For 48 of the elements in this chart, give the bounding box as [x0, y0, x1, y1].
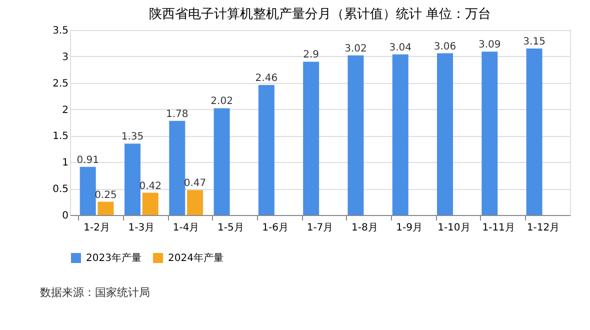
x-tick-label: 1-9月: [396, 222, 422, 234]
bar: [526, 48, 542, 215]
bar: [303, 62, 320, 215]
bar: [98, 202, 114, 215]
bar: [80, 166, 96, 215]
y-tick-label: 2.5: [52, 78, 68, 90]
data-label: 0.91: [76, 154, 99, 166]
y-tick-label: 0.5: [52, 184, 68, 196]
data-label: 2.9: [303, 50, 320, 61]
y-tick-label: 0: [62, 210, 68, 222]
bar: [169, 120, 186, 215]
y-tick-label: 2: [62, 104, 68, 116]
x-tick-label: 1-2月: [84, 222, 110, 234]
bar: [348, 55, 364, 215]
x-tick-label: 1-3月: [128, 222, 155, 234]
bar: [258, 84, 274, 215]
x-tick-label: 1-12月: [526, 222, 560, 234]
data-label: 3.06: [434, 41, 456, 52]
x-tick-label: 1-11月: [482, 222, 515, 234]
y-tick-label: 3.5: [52, 26, 68, 36]
y-tick-label: 3: [62, 52, 68, 63]
data-label: 2.46: [255, 72, 278, 84]
bar: [392, 54, 408, 215]
x-tick-label: 1-6月: [262, 222, 289, 234]
legend-label: 2023年产量: [86, 252, 142, 264]
y-tick-label: 1: [62, 158, 68, 169]
source-note: 数据来源：国家统计局: [40, 286, 150, 299]
bar: [142, 192, 158, 215]
bar: [437, 53, 453, 215]
chart-title: 陕西省电子计算机整机产量分月（累计值）统计 单位：万台: [148, 7, 492, 22]
x-tick-label: 1-4月: [172, 222, 200, 234]
x-tick-label: 1-10月: [438, 222, 470, 234]
data-label: 2.02: [210, 96, 233, 108]
y-tick-label: 1.5: [52, 131, 68, 142]
data-label: 3.02: [344, 43, 367, 54]
data-label: 1.78: [166, 108, 188, 120]
bar: [124, 144, 140, 215]
x-tick-label: 1-5月: [218, 222, 244, 234]
data-label: 1.35: [121, 132, 144, 143]
legend-label: 2024年产量: [168, 252, 224, 264]
bar: [214, 108, 230, 215]
x-tick-label: 1-7月: [306, 222, 334, 234]
data-label: 3.15: [523, 36, 546, 48]
bar: [482, 52, 498, 215]
x-tick-label: 1-8月: [351, 222, 378, 234]
data-label: 3.09: [478, 40, 501, 51]
data-label: 3.04: [389, 42, 412, 54]
bar: [187, 190, 203, 215]
